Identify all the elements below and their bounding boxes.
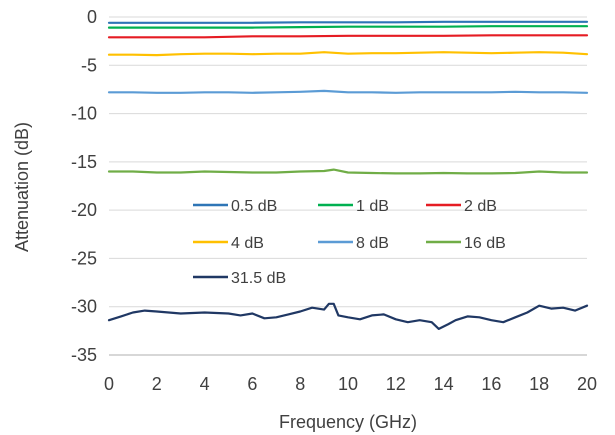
x-tick-label: 20 [577, 374, 597, 394]
x-tick-label: 14 [434, 374, 454, 394]
y-tick-label: -30 [71, 297, 97, 317]
tick-labels: 0 -5 -10 -15 -20 -25 -30 -35 0 2 4 6 8 10 12 14 16 18 20 [71, 7, 597, 394]
legend-label: 2 dB [464, 198, 497, 215]
legend: 0.5 dB 1 dB 2 dB 4 dB 8 dB 16 dB 31.5 dB [193, 198, 506, 287]
x-tick-label: 0 [104, 374, 114, 394]
series-line-1-db [107, 25, 589, 29]
y-tick-label: -35 [71, 345, 97, 365]
x-tick-label: 8 [295, 374, 305, 394]
series-group [107, 20, 589, 330]
x-tick-label: 16 [481, 374, 501, 394]
y-tick-label: -5 [81, 55, 97, 75]
series-line-2-db [107, 34, 589, 39]
series-line-16-db [107, 168, 589, 175]
x-tick-label: 12 [386, 374, 406, 394]
series-line-8-db [107, 89, 589, 94]
x-tick-label: 6 [247, 374, 257, 394]
y-tick-label: -15 [71, 152, 97, 172]
y-axis-title: Attenuation (dB) [12, 122, 32, 252]
x-tick-label: 10 [338, 374, 358, 394]
series-line-0-5-db [107, 20, 589, 24]
legend-label: 16 dB [464, 235, 506, 252]
legend-label: 0.5 dB [231, 198, 277, 215]
y-tick-label: -25 [71, 248, 97, 268]
legend-label: 1 dB [356, 198, 389, 215]
x-tick-label: 18 [529, 374, 549, 394]
legend-label: 8 dB [356, 235, 389, 252]
x-tick-label: 2 [152, 374, 162, 394]
y-tick-label: -10 [71, 104, 97, 124]
y-tick-label: -20 [71, 200, 97, 220]
x-tick-label: 4 [200, 374, 210, 394]
x-axis-title: Frequency (GHz) [279, 412, 417, 432]
legend-label: 4 dB [231, 235, 264, 252]
legend-label: 31.5 dB [231, 270, 286, 287]
series-line-31-5-db [107, 302, 589, 330]
gridlines [109, 16, 587, 308]
y-tick-label: 0 [87, 7, 97, 27]
series-line-4-db [107, 51, 589, 57]
